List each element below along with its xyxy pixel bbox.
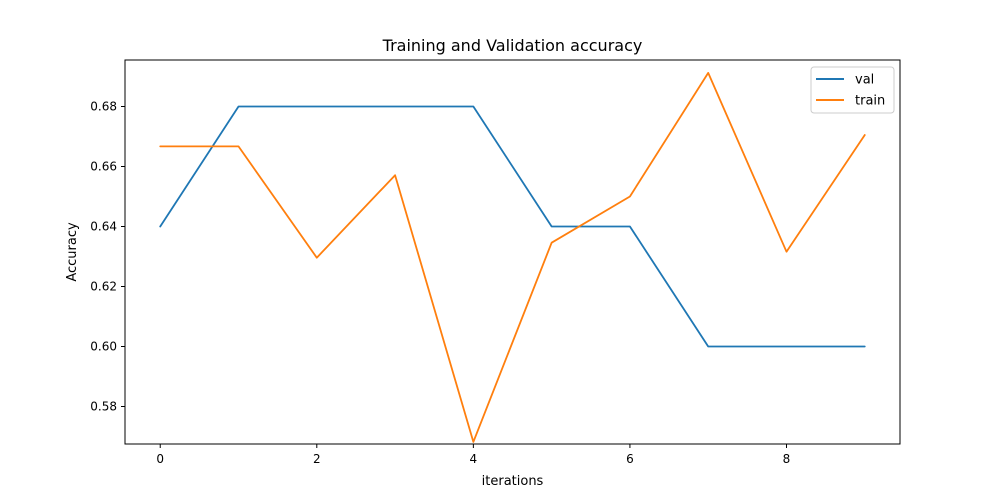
- x-tick-label: 4: [470, 452, 478, 466]
- y-tick-label: 0.62: [90, 280, 117, 294]
- y-tick-label: 0.58: [90, 400, 117, 414]
- chart-title: Training and Validation accuracy: [382, 36, 643, 55]
- data-point-val-2: [316, 105, 318, 107]
- y-axis-label: Accuracy: [65, 222, 80, 282]
- y-tick-label: 0.68: [90, 100, 117, 114]
- data-point-val-5: [550, 225, 552, 227]
- data-point-train-3: [394, 174, 396, 176]
- x-axis-label: iterations: [482, 474, 544, 489]
- data-point-val-4: [472, 105, 474, 107]
- data-point-train-2: [316, 257, 318, 259]
- data-point-val-3: [394, 105, 396, 107]
- data-point-train-4: [472, 441, 474, 443]
- x-tick-label: 0: [156, 452, 164, 466]
- plot-frame: [124, 59, 901, 445]
- data-point-val-1: [237, 105, 239, 107]
- legend-label-val: val: [855, 73, 874, 88]
- data-point-train-7: [707, 72, 709, 74]
- data-point-train-5: [550, 242, 552, 244]
- data-point-train-9: [864, 134, 866, 136]
- legend: val train: [810, 66, 895, 114]
- data-point-train-8: [785, 251, 787, 253]
- data-point-val-9: [864, 345, 866, 347]
- data-point-val-6: [629, 225, 631, 227]
- data-point-train-1: [237, 145, 239, 147]
- plot-lines: [159, 72, 866, 443]
- y-tick-label: 0.64: [90, 220, 117, 234]
- data-point-train-6: [629, 195, 631, 197]
- x-axis-ticks: 0 2 4 6 8: [156, 444, 790, 466]
- data-point-val-8: [785, 345, 787, 347]
- series-line-train: [159, 72, 866, 443]
- data-point-val-0: [159, 225, 161, 227]
- x-tick-label: 6: [626, 452, 634, 466]
- y-tick-label: 0.60: [90, 340, 117, 354]
- x-tick-label: 8: [783, 452, 791, 466]
- y-axis-ticks: 0.58 0.60 0.62 0.64 0.66 0.68: [90, 100, 125, 414]
- data-point-val-7: [707, 345, 709, 347]
- data-point-train-0: [159, 145, 161, 147]
- y-tick-label: 0.66: [90, 160, 117, 174]
- series-line-val: [159, 105, 866, 348]
- x-tick-label: 2: [313, 452, 321, 466]
- legend-label-train: train: [855, 94, 885, 109]
